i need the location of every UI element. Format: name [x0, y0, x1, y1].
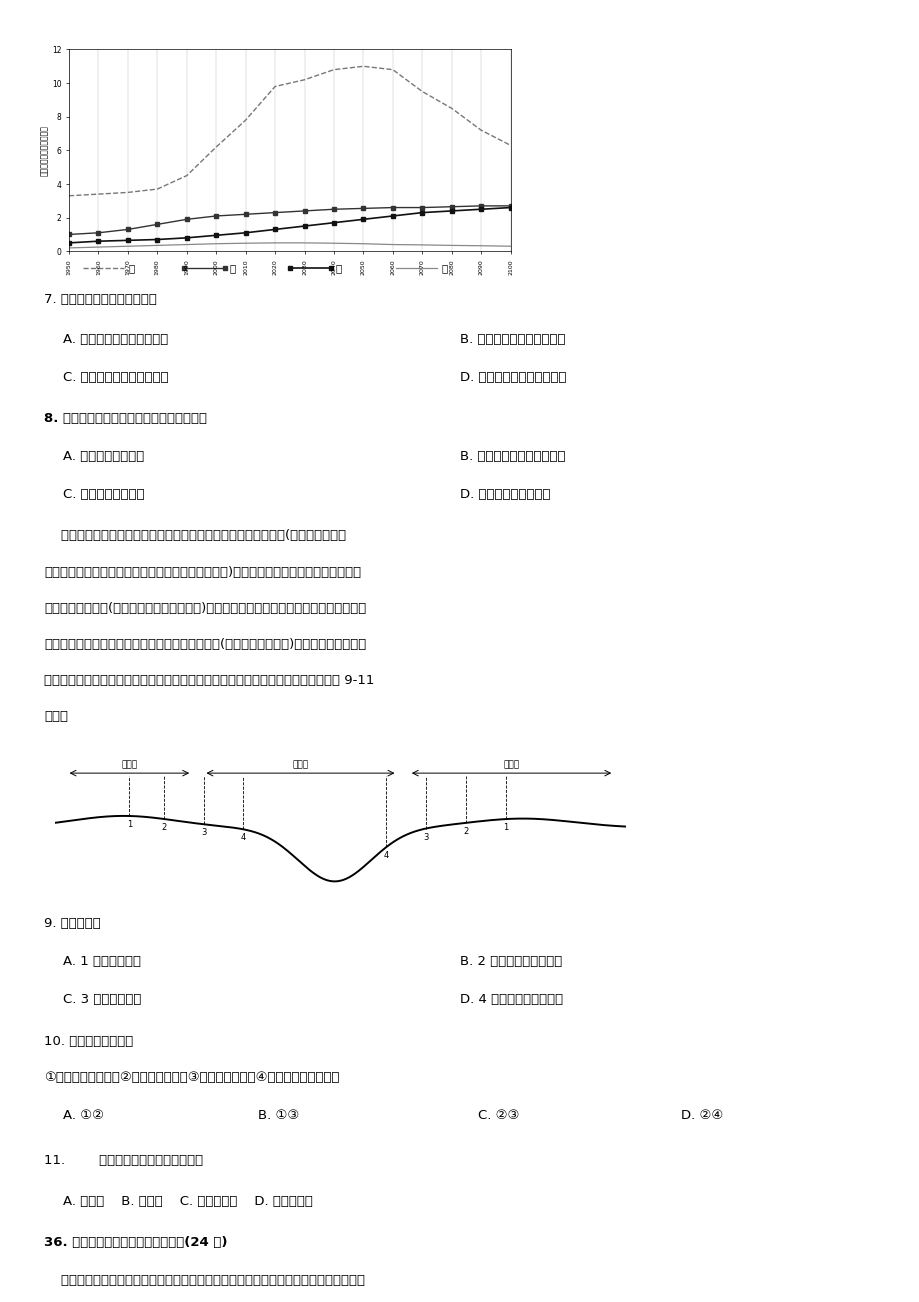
Text: 2: 2 [161, 823, 166, 832]
Text: 甲: 甲 [129, 263, 135, 273]
Text: 集产生浅沟侵蚀。浅沟侵蚀的强弱与沟间距、坡长(分水岭至浅沟沟头)、坡度、坡形、汇流: 集产生浅沟侵蚀。浅沟侵蚀的强弱与沟间距、坡长(分水岭至浅沟沟头)、坡度、坡形、汇… [44, 638, 366, 651]
Text: 36. 阅读图文材料，完成下列要求。(24 分): 36. 阅读图文材料，完成下列要求。(24 分) [44, 1237, 227, 1250]
Text: B. 采取就业优先的发展战略: B. 采取就业优先的发展战略 [460, 450, 565, 464]
Text: A. 放射状    B. 向心状    C. 横向平行状    D. 竖向平行状: A. 放射状 B. 向心状 C. 横向平行状 D. 竖向平行状 [62, 1195, 312, 1208]
Text: C. ②③: C. ②③ [478, 1109, 519, 1122]
Text: 小题。: 小题。 [44, 711, 68, 724]
Text: C. 3 为细沟侵蚀带: C. 3 为细沟侵蚀带 [62, 993, 141, 1006]
Text: 11.        凸坡浅沟分布的特点最可能是: 11. 凸坡浅沟分布的特点最可能是 [44, 1154, 203, 1167]
Text: 沟间地: 沟间地 [503, 760, 519, 769]
Text: 冲刷使坡面上形成明显的水路和细小的侵蚀沟即细沟)发育而来，并随着持续的再耕作和再: 冲刷使坡面上形成明显的水路和细小的侵蚀沟即细沟)发育而来，并随着持续的再耕作和再 [44, 565, 361, 578]
Text: C. 全面放开二胎政策: C. 全面放开二胎政策 [62, 488, 144, 501]
Text: B. 2 为细沟、浅沟过渡带: B. 2 为细沟、浅沟过渡带 [460, 956, 562, 969]
Text: D. 4 为细沟、切沟过渡带: D. 4 为细沟、切沟过渡带 [460, 993, 562, 1006]
Text: 蚕是娇嫩且对环境敏感的生物，环境的恶化会给其带来灭顶之灾。江南是我国桑蚕与乡: 蚕是娇嫩且对环境敏感的生物，环境的恶化会给其带来灭顶之灾。江南是我国桑蚕与乡 [44, 1275, 365, 1288]
Text: 7. 图中甲、乙、丙、丁分别是: 7. 图中甲、乙、丙、丁分别是 [44, 293, 157, 306]
Text: D. 中国、印度、美国、日本: D. 中国、印度、美国、日本 [460, 371, 566, 384]
Text: A. 印度、中国、日本、美国: A. 印度、中国、日本、美国 [62, 332, 167, 345]
Text: 9. 图中坡地上: 9. 图中坡地上 [44, 917, 101, 930]
Text: 沟间地: 沟间地 [121, 760, 137, 769]
Text: 3: 3 [423, 832, 428, 841]
Text: 2: 2 [463, 827, 468, 836]
Text: 10. 浅沟侵蚀的强度与: 10. 浅沟侵蚀的强度与 [44, 1035, 133, 1048]
Text: A. 完善社会养老机制: A. 完善社会养老机制 [62, 450, 143, 464]
Text: 1: 1 [503, 823, 508, 832]
Text: ①与沟间距呈正相关②与坡长呈正相关③与坡度成负相关④与汇水面积成负相关: ①与沟间距呈正相关②与坡长呈正相关③与坡度成负相关④与汇水面积成负相关 [44, 1070, 339, 1083]
Text: 丙: 丙 [335, 263, 342, 273]
Text: B. 中国、美国、日本、印度: B. 中国、美国、日本、印度 [460, 332, 565, 345]
Text: 乙: 乙 [230, 263, 236, 273]
Text: D. 采取劳务输出的战略: D. 采取劳务输出的战略 [460, 488, 550, 501]
Text: 8. 下列措施不利于我国延长人口红利期的是: 8. 下列措施不利于我国延长人口红利期的是 [44, 411, 207, 424]
Text: B. ①③: B. ①③ [257, 1109, 299, 1122]
Text: 3: 3 [200, 828, 206, 837]
Text: 1: 1 [127, 820, 131, 829]
Text: 4: 4 [241, 833, 245, 842]
Text: 侵蚀发展成为切沟(宽度和深度更大的侵蚀沟)。当暴雨发生时，浅沟流域的坡面径流迅速汇: 侵蚀发展成为切沟(宽度和深度更大的侵蚀沟)。当暴雨发生时，浅沟流域的坡面径流迅速… [44, 602, 366, 615]
Text: 4: 4 [383, 852, 388, 861]
Text: 浅沟是黄土高原坡耕地上没有明显沟边的槽型地，由坡耕地细沟(由于坡面径流的: 浅沟是黄土高原坡耕地上没有明显沟边的槽型地，由坡耕地细沟(由于坡面径流的 [44, 530, 346, 543]
Text: C. 印度、中国、美国、日本: C. 印度、中国、美国、日本 [62, 371, 168, 384]
Y-axis label: 劳动年龄人口数量（亿）: 劳动年龄人口数量（亿） [40, 125, 49, 176]
Text: 沟谷地: 沟谷地 [292, 760, 308, 769]
Text: 面积都有密切的联系。下图是黄土高原坡耕地及各种侵蚀地貌分布图。据此完成下面 9-11: 面积都有密切的联系。下图是黄土高原坡耕地及各种侵蚀地貌分布图。据此完成下面 9-… [44, 674, 374, 687]
Text: A. 1 为切沟侵蚀带: A. 1 为切沟侵蚀带 [62, 956, 141, 969]
Text: D. ②④: D. ②④ [680, 1109, 722, 1122]
Text: A. ①②: A. ①② [62, 1109, 104, 1122]
Text: 丁: 丁 [441, 263, 448, 273]
